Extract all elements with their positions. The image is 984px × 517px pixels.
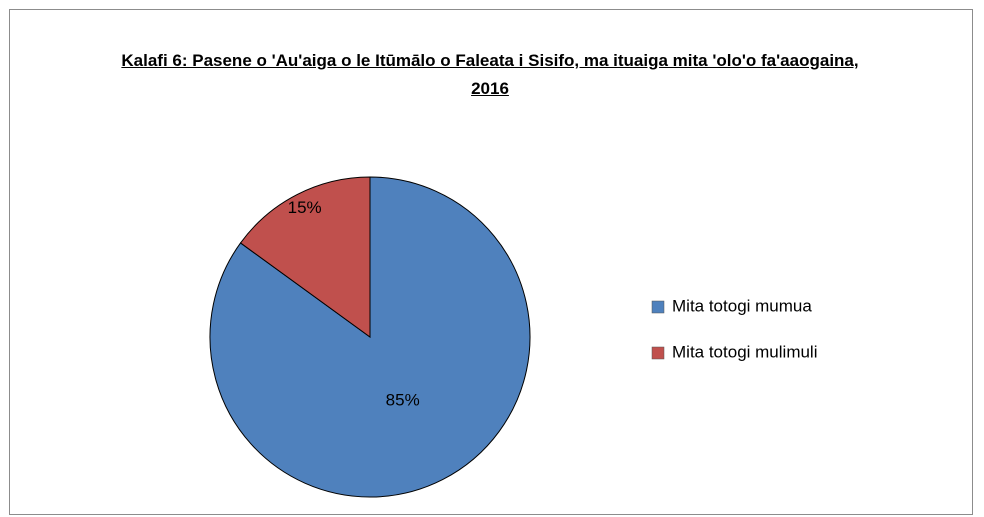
legend-swatch [651, 300, 665, 314]
data-label: 15% [288, 198, 322, 217]
legend-swatch [651, 346, 665, 360]
chart-title: Kalafi 6: Pasene o 'Au'aiga o le Itūmālo… [121, 51, 859, 98]
data-label: 85% [386, 391, 420, 410]
legend-label: Mita totogi mulimuli [672, 342, 818, 361]
legend-label: Mita totogi mumua [672, 296, 812, 315]
pie-slice [239, 176, 371, 338]
